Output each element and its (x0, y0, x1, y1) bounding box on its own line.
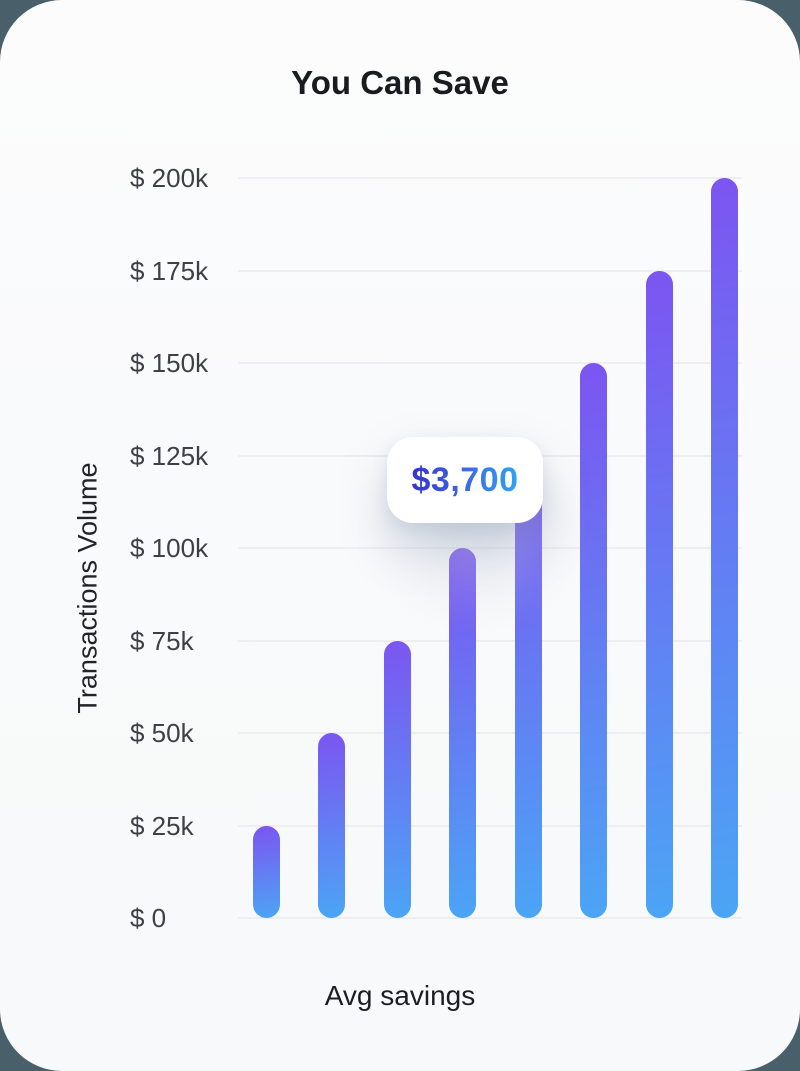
y-tick-label: $ 175k (130, 255, 209, 286)
y-axis-title: Transactions Volume (72, 462, 103, 714)
gridline (238, 362, 742, 364)
gridline (238, 732, 742, 734)
y-tick-label: $ 200k (130, 163, 209, 193)
y-tick-label: $ 25k (130, 810, 194, 841)
gridline (238, 639, 742, 642)
tooltip: $3,700 (387, 437, 543, 523)
y-tick-label: $ 0 (130, 903, 167, 933)
gridline (238, 177, 742, 179)
gridline (238, 547, 742, 549)
chart-title: You Can Save (291, 64, 509, 101)
tooltip-value: $3,700 (411, 460, 519, 499)
bar-2[interactable] (318, 733, 345, 918)
x-axis-title: Avg savings (324, 980, 476, 1011)
y-tick-label: $ 125k (130, 440, 209, 471)
bar-3[interactable] (383, 640, 411, 918)
gridline (238, 824, 742, 827)
bar-7[interactable] (645, 270, 673, 918)
gridline (238, 269, 742, 272)
bar-6[interactable] (580, 363, 607, 918)
gridline (238, 917, 742, 919)
bar-8[interactable] (711, 178, 738, 918)
y-tick-label: $ 75k (130, 625, 194, 656)
bar-4[interactable] (449, 548, 476, 918)
y-tick-label: $ 50k (130, 718, 194, 748)
y-tick-label: $ 100k (130, 533, 209, 563)
bar-1[interactable] (252, 825, 280, 918)
bar-5[interactable] (514, 455, 542, 918)
y-tick-label: $ 150k (130, 348, 209, 378)
